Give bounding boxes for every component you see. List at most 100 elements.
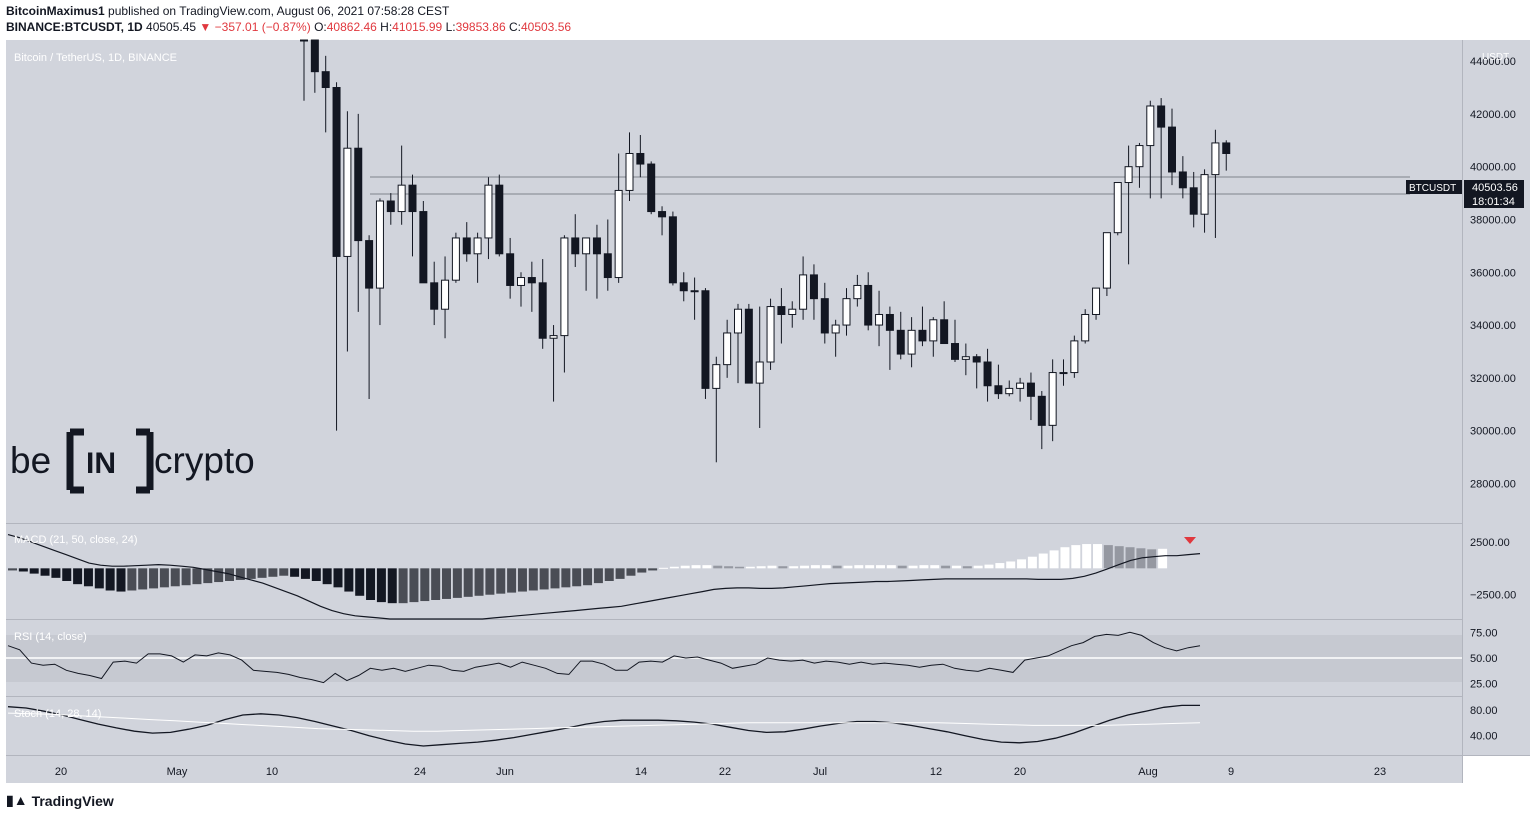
candle bbox=[734, 303, 742, 384]
macd-histogram-bar bbox=[1017, 559, 1027, 569]
macd-histogram-bar bbox=[290, 568, 300, 577]
publisher-name[interactable]: BitcoinMaximus1 bbox=[6, 4, 105, 18]
candle bbox=[430, 261, 439, 326]
macd-histogram-bar bbox=[83, 568, 93, 587]
candle bbox=[614, 153, 623, 283]
rsi-title: RSI (14, close) bbox=[14, 631, 87, 643]
candle-body bbox=[1124, 166, 1133, 184]
candle bbox=[560, 235, 569, 373]
macd-histogram-bar bbox=[734, 566, 744, 569]
candle-body bbox=[1211, 142, 1220, 176]
candle bbox=[1146, 100, 1155, 199]
candle-body bbox=[679, 282, 688, 292]
candle bbox=[1178, 156, 1187, 199]
macd-histogram-bar bbox=[18, 568, 28, 572]
time-tick-label: 9 bbox=[1228, 766, 1234, 778]
candle-body bbox=[755, 361, 764, 384]
price-pane[interactable] bbox=[6, 40, 1462, 523]
logo-in: IN bbox=[86, 447, 116, 480]
candle-body bbox=[1146, 105, 1155, 147]
close-value: 40503.56 bbox=[520, 20, 572, 34]
stoch-d-line bbox=[7, 712, 1201, 732]
candle bbox=[1200, 169, 1209, 233]
candle bbox=[842, 288, 851, 336]
candle-body bbox=[809, 274, 818, 300]
candle-body bbox=[1168, 126, 1176, 173]
candle-body bbox=[1157, 105, 1166, 128]
candle-body bbox=[918, 329, 927, 342]
time-tick-label: 10 bbox=[266, 766, 278, 778]
macd-histogram-bar bbox=[246, 568, 256, 579]
candle-body bbox=[592, 237, 601, 255]
currency-label: USDT bbox=[1482, 52, 1509, 63]
candle bbox=[885, 306, 894, 370]
candle bbox=[701, 288, 710, 399]
macd-tick-label: −2500.00 bbox=[1470, 590, 1516, 602]
high-value: 41015.99 bbox=[392, 20, 443, 34]
candle-body bbox=[1048, 372, 1057, 426]
beincrypto-logo: be IN crypto bbox=[10, 428, 255, 494]
candle-body bbox=[929, 319, 938, 342]
tradingview-logo[interactable]: ▮▲ TradingView bbox=[6, 792, 114, 809]
candle bbox=[538, 259, 547, 349]
logo-be: be bbox=[10, 440, 51, 481]
candle-body bbox=[571, 237, 580, 255]
candle-body bbox=[875, 313, 884, 326]
low-label: L: bbox=[445, 20, 456, 34]
down-arrow-icon: ▼ bbox=[199, 20, 212, 34]
candle bbox=[951, 319, 959, 362]
macd-histogram-bar bbox=[745, 566, 755, 569]
candle-body bbox=[1178, 171, 1187, 189]
macd-histogram-bar bbox=[702, 565, 712, 569]
stoch-pane[interactable] bbox=[6, 697, 1462, 755]
candle bbox=[310, 39, 319, 93]
candle-body bbox=[1037, 395, 1046, 426]
candle bbox=[907, 317, 916, 368]
price-tag-value: 40503.56 bbox=[1472, 182, 1518, 194]
rsi-tick-label: 25.00 bbox=[1470, 679, 1498, 691]
candle bbox=[375, 198, 384, 326]
candle bbox=[1048, 359, 1057, 442]
time-axis[interactable] bbox=[6, 756, 1462, 783]
price-tick-label: 36000.00 bbox=[1470, 267, 1516, 279]
macd-histogram-bar bbox=[789, 566, 799, 569]
candle-body bbox=[799, 274, 808, 310]
candle bbox=[1124, 145, 1133, 265]
macd-histogram-bar bbox=[865, 565, 875, 569]
stoch-series bbox=[7, 704, 1201, 747]
candlesticks bbox=[300, 39, 1231, 463]
symbol-tag bbox=[1406, 180, 1462, 194]
price-axis[interactable] bbox=[1462, 40, 1530, 755]
close-label: C: bbox=[508, 20, 521, 34]
macd-histogram-bar bbox=[680, 565, 690, 569]
macd-histogram-bar bbox=[225, 568, 234, 581]
macd-histogram-bar bbox=[854, 565, 864, 569]
macd-title: MACD (21, 50, close, 24) bbox=[14, 534, 138, 546]
candle-body bbox=[668, 216, 677, 284]
candle-body bbox=[907, 329, 916, 355]
candle bbox=[723, 319, 732, 378]
macd-histogram-bar bbox=[539, 568, 549, 590]
candle-body bbox=[397, 184, 406, 213]
macd-histogram-bar bbox=[8, 568, 17, 571]
macd-series bbox=[7, 534, 1201, 620]
macd-histogram-bar bbox=[637, 568, 647, 573]
macd-pane[interactable] bbox=[6, 524, 1462, 619]
candle bbox=[408, 174, 417, 257]
macd-histogram-bar bbox=[1158, 548, 1168, 569]
macd-histogram-bar bbox=[127, 568, 137, 591]
stoch-title: Stoch (14, 28, 14) bbox=[14, 708, 101, 720]
candle-body bbox=[1092, 287, 1101, 315]
candle bbox=[994, 364, 1003, 399]
macd-histogram-bar bbox=[29, 568, 39, 574]
candle bbox=[658, 206, 667, 236]
logo-bracket-icon bbox=[66, 428, 154, 494]
candle bbox=[788, 301, 797, 328]
macd-histogram-bar bbox=[344, 568, 354, 592]
macd-histogram-bar bbox=[713, 565, 723, 569]
macd-histogram-bar bbox=[1093, 544, 1102, 569]
macd-histogram-bar bbox=[897, 565, 907, 569]
candle bbox=[799, 256, 808, 320]
candle bbox=[668, 211, 677, 286]
